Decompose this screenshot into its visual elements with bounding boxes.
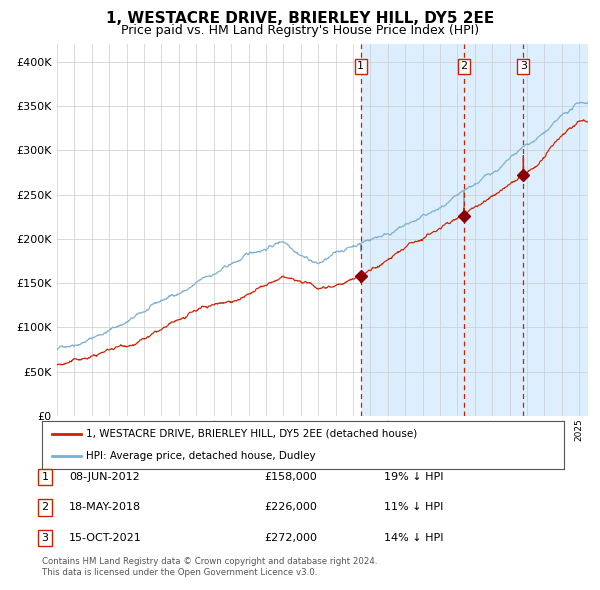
Text: 1, WESTACRE DRIVE, BRIERLEY HILL, DY5 2EE (detached house): 1, WESTACRE DRIVE, BRIERLEY HILL, DY5 2E…	[86, 429, 418, 439]
Text: HPI: Average price, detached house, Dudley: HPI: Average price, detached house, Dudl…	[86, 451, 316, 461]
Text: Contains HM Land Registry data © Crown copyright and database right 2024.: Contains HM Land Registry data © Crown c…	[42, 558, 377, 566]
Text: 1: 1	[41, 472, 49, 481]
Text: 11% ↓ HPI: 11% ↓ HPI	[384, 503, 443, 512]
Text: 3: 3	[520, 61, 527, 71]
Text: 1, WESTACRE DRIVE, BRIERLEY HILL, DY5 2EE: 1, WESTACRE DRIVE, BRIERLEY HILL, DY5 2E…	[106, 11, 494, 25]
Text: 18-MAY-2018: 18-MAY-2018	[69, 503, 141, 512]
Text: 15-OCT-2021: 15-OCT-2021	[69, 533, 142, 543]
Polygon shape	[361, 0, 588, 416]
Text: 1: 1	[357, 61, 364, 71]
Text: This data is licensed under the Open Government Licence v3.0.: This data is licensed under the Open Gov…	[42, 568, 317, 577]
Text: 2: 2	[41, 503, 49, 512]
Text: £272,000: £272,000	[264, 533, 317, 543]
Text: 08-JUN-2012: 08-JUN-2012	[69, 472, 140, 481]
Text: 3: 3	[41, 533, 49, 543]
Text: 2: 2	[460, 61, 467, 71]
Text: 14% ↓ HPI: 14% ↓ HPI	[384, 533, 443, 543]
Text: £226,000: £226,000	[264, 503, 317, 512]
Text: £158,000: £158,000	[264, 472, 317, 481]
Text: Price paid vs. HM Land Registry's House Price Index (HPI): Price paid vs. HM Land Registry's House …	[121, 24, 479, 37]
Text: 19% ↓ HPI: 19% ↓ HPI	[384, 472, 443, 481]
